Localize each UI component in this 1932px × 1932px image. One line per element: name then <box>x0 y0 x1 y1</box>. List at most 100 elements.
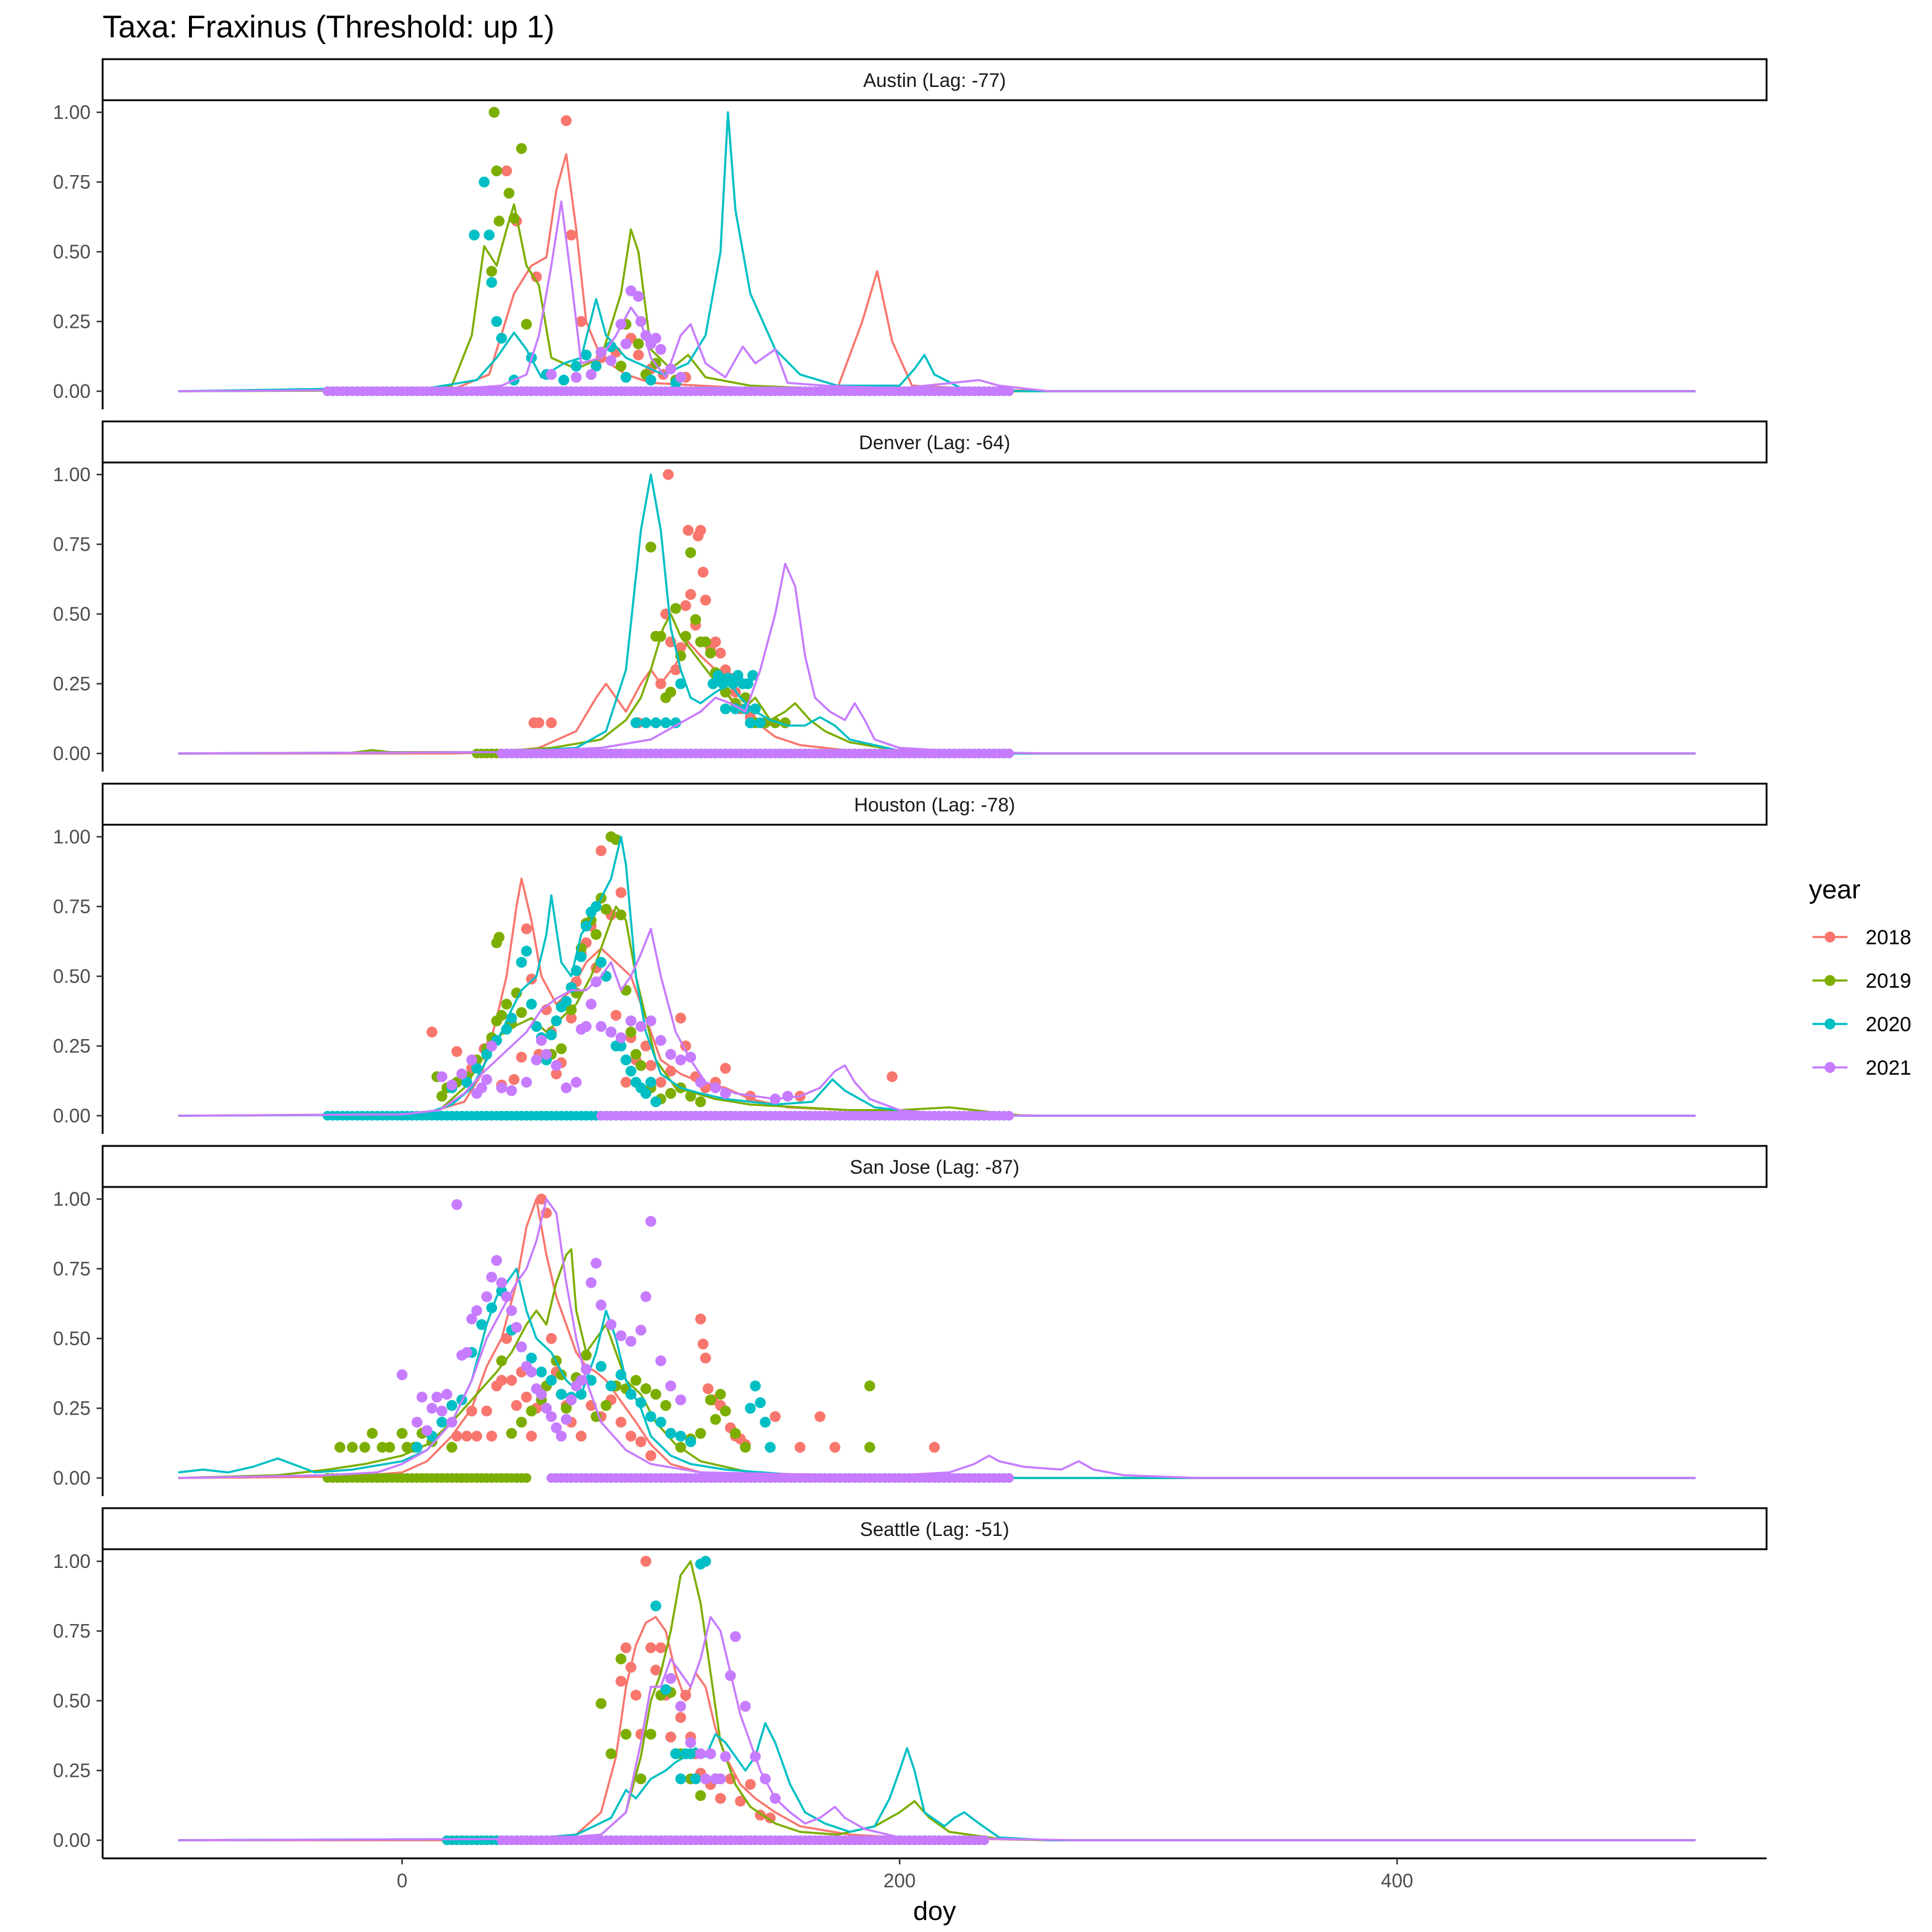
data-point <box>633 338 644 350</box>
data-point <box>712 670 724 681</box>
data-point <box>481 1291 493 1302</box>
data-point <box>675 1430 686 1442</box>
legend-title: year <box>1809 875 1861 904</box>
data-point <box>481 1049 493 1060</box>
data-point <box>531 1054 542 1066</box>
series-line <box>178 1616 1696 1841</box>
data-point <box>650 1600 662 1611</box>
data-point <box>486 277 497 288</box>
legend-key-point <box>1825 932 1835 942</box>
data-point <box>606 341 617 353</box>
data-point <box>645 1450 656 1462</box>
data-point <box>715 1793 726 1804</box>
data-point <box>586 999 597 1010</box>
y-tick-label: 1.00 <box>53 464 91 485</box>
strip-label: San Jose (Lag: -87) <box>849 1156 1019 1178</box>
data-point <box>700 636 711 648</box>
series-line <box>178 200 1696 392</box>
y-tick-label: 0.00 <box>53 1467 91 1489</box>
data-point <box>426 1026 438 1038</box>
series-line <box>178 613 1696 755</box>
data-point <box>650 1389 662 1400</box>
data-point <box>755 717 766 729</box>
data-point <box>675 678 686 689</box>
data-point <box>590 360 602 372</box>
data-point <box>526 1430 537 1442</box>
data-point <box>660 717 671 729</box>
data-point <box>695 1096 706 1107</box>
legend-key-point <box>1825 1019 1835 1029</box>
series-2018 <box>178 1556 1696 1845</box>
data-point <box>640 1383 651 1395</box>
strip-box <box>101 1145 1768 1188</box>
data-point <box>606 1380 617 1392</box>
data-point <box>685 1748 696 1759</box>
data-point <box>436 1090 447 1102</box>
data-point <box>511 1399 522 1411</box>
series-2021 <box>178 200 1696 396</box>
data-point <box>770 1793 781 1804</box>
data-point <box>886 1071 898 1083</box>
data-point <box>705 1748 716 1759</box>
data-point <box>384 1442 395 1453</box>
series-line <box>178 877 1696 1117</box>
data-point <box>555 1043 567 1055</box>
data-point <box>660 1399 671 1411</box>
legend-label: 2021 <box>1866 1057 1911 1080</box>
data-point <box>595 845 607 857</box>
data-point <box>421 1425 433 1436</box>
data-point <box>710 1413 721 1425</box>
data-point <box>635 1436 647 1447</box>
data-point <box>481 1406 493 1417</box>
data-point <box>566 1012 577 1024</box>
data-point <box>551 1068 562 1080</box>
data-point <box>645 542 656 553</box>
data-point <box>662 469 674 480</box>
data-point <box>695 1748 706 1759</box>
data-point <box>744 1779 756 1790</box>
series-2019 <box>178 107 1696 396</box>
strip-box <box>101 1507 1768 1550</box>
data-point <box>451 1046 462 1057</box>
data-point <box>655 1355 667 1366</box>
data-point <box>710 1082 721 1093</box>
data-point <box>727 678 738 689</box>
data-point <box>742 678 753 689</box>
data-point <box>635 1060 647 1071</box>
data-point <box>586 1277 597 1288</box>
data-point <box>675 1394 686 1406</box>
data-point <box>625 1389 637 1400</box>
data-point <box>735 1796 746 1807</box>
data-point <box>580 1363 592 1375</box>
data-point <box>705 647 716 659</box>
data-point <box>493 932 505 943</box>
data-point <box>675 1054 686 1066</box>
data-point <box>441 1389 453 1400</box>
data-point <box>665 363 676 375</box>
data-point <box>560 996 572 1007</box>
data-point <box>700 1556 711 1567</box>
data-point <box>682 525 694 536</box>
data-point <box>670 664 682 676</box>
data-point <box>660 1684 671 1695</box>
zero-point <box>979 1835 990 1845</box>
data-point <box>864 1380 875 1392</box>
data-point <box>625 1066 637 1077</box>
data-point <box>615 1330 627 1342</box>
series-2019 <box>178 542 1696 758</box>
data-point <box>620 1729 632 1740</box>
data-point <box>690 614 702 625</box>
y-tick-label: 0.75 <box>53 1620 91 1642</box>
data-point <box>526 1352 537 1364</box>
legend: year 2018 2019 2020 2021 <box>1809 875 1911 1080</box>
data-point <box>436 1416 447 1428</box>
data-point <box>486 1271 497 1283</box>
data-point <box>521 1076 532 1088</box>
data-point <box>770 1411 781 1422</box>
data-point <box>760 1773 771 1785</box>
data-point <box>481 1073 493 1085</box>
data-point <box>359 1442 371 1453</box>
panel-0: Austin (Lag: -77) 0.00 0.25 0.50 0.75 1.00 <box>53 58 1768 409</box>
data-point <box>814 1411 826 1422</box>
y-tick-label: 0.50 <box>53 1690 91 1712</box>
